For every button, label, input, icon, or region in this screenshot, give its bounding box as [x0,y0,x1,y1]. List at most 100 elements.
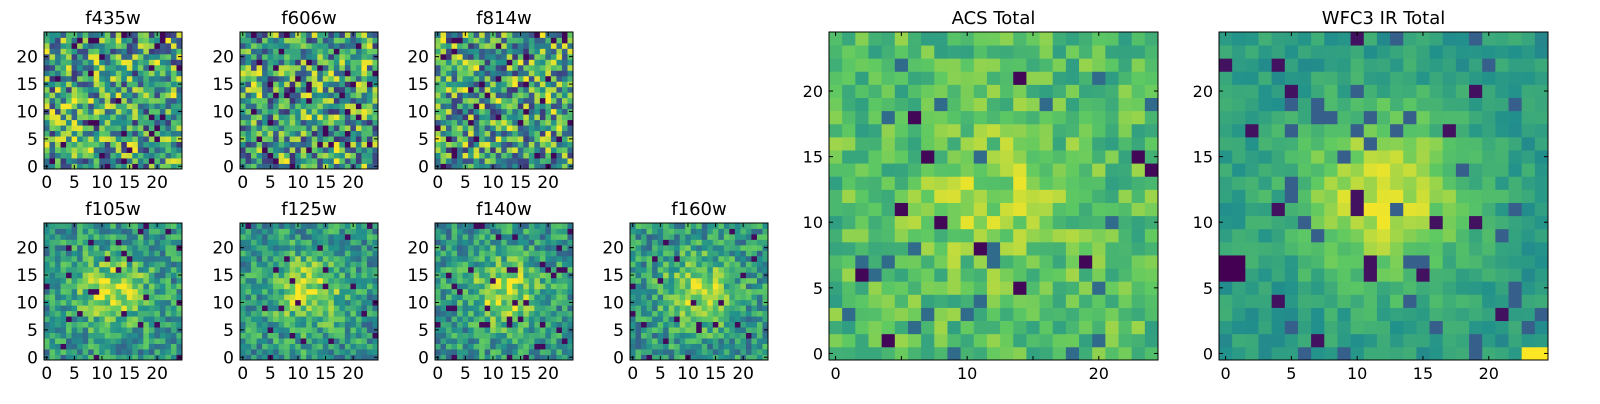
heatmap-cell [339,344,345,350]
panel-title: f125w [281,199,336,220]
heatmap-cell [77,250,83,256]
heatmap-cell [132,109,138,115]
heatmap-cell [713,289,719,295]
heatmap-cell [306,239,312,245]
heatmap-cell [934,189,948,203]
heatmap-cell [339,103,345,109]
heatmap-cell [356,131,362,137]
heatmap-cell [479,305,485,311]
heatmap-cell [529,300,535,306]
heatmap-cell [323,261,329,267]
heatmap-cell [361,65,367,71]
heatmap-cell [273,305,279,311]
heatmap-cell [268,283,274,289]
heatmap-cell [534,278,540,284]
heatmap-cell [457,98,463,104]
heatmap-cell [441,267,447,273]
heatmap-cell [77,333,83,339]
heatmap-cell [328,305,334,311]
heatmap-cell [474,278,480,284]
heatmap-cell [507,349,513,355]
heatmap-cell [474,76,480,82]
heatmap-cell [273,261,279,267]
heatmap-cell [523,48,529,54]
heatmap-cell [149,142,155,148]
heatmap-cell [718,239,724,245]
heatmap-cell [463,142,469,148]
heatmap-cell [947,321,961,335]
heatmap-cell [262,142,268,148]
heatmap-cell [474,311,480,317]
heatmap-cell [1132,281,1146,295]
heatmap-cell [105,278,111,284]
heatmap-cell [696,289,702,295]
heatmap-cell [1145,189,1159,203]
heatmap-cell [468,32,474,38]
heatmap-cell [127,147,133,153]
heatmap-cell [94,32,100,38]
heatmap-cell [334,261,340,267]
heatmap-cell [121,70,127,76]
heatmap-cell [273,333,279,339]
heatmap-cell [77,349,83,355]
heatmap-cell [116,131,122,137]
heatmap-cell [457,131,463,137]
heatmap-cell [551,245,557,251]
heatmap-cell [301,289,307,295]
heatmap-cell [240,316,246,322]
heatmap-cell [496,136,502,142]
heatmap-cell [290,158,296,164]
heatmap-cell [240,98,246,104]
heatmap-cell [551,48,557,54]
heatmap-cell [262,65,268,71]
heatmap-cell [50,43,56,49]
heatmap-cell [713,278,719,284]
heatmap-cell [55,125,61,131]
heatmap-cell [652,250,658,256]
heatmap-cell [501,261,507,267]
heatmap-cell [105,234,111,240]
heatmap-cell [702,223,708,229]
heatmap-cell [339,250,345,256]
heatmap-cell [138,32,144,38]
heatmap-cell [149,70,155,76]
heatmap-cell [696,250,702,256]
heatmap-cell [88,344,94,350]
heatmap-cell [663,289,669,295]
heatmap-cell [367,131,373,137]
heatmap-cell [110,239,116,245]
heatmap-cell [463,87,469,93]
heatmap-cell [127,294,133,300]
heatmap-cell [534,349,540,355]
heatmap-cell [361,114,367,120]
heatmap-cell [268,103,274,109]
x-tick-label: 5 [460,173,471,193]
heatmap-cell [367,245,373,251]
heatmap-cell [110,278,116,284]
heatmap-cell [306,327,312,333]
heatmap-cell [757,250,763,256]
heatmap-cell [1105,163,1119,177]
heatmap-cell [361,136,367,142]
heatmap-cell [132,142,138,148]
heatmap-cell [66,239,72,245]
heatmap-cell [165,338,171,344]
heatmap-cell [154,103,160,109]
heatmap-cell [66,114,72,120]
heatmap-cell [882,242,896,256]
heatmap-cell [110,333,116,339]
heatmap-cell [295,311,301,317]
heatmap-cell [171,32,177,38]
heatmap-cell [534,294,540,300]
heatmap-cell [301,32,307,38]
heatmap-cell [105,250,111,256]
heatmap-cell [658,250,664,256]
heatmap-cell [529,37,535,43]
heatmap-cell [50,272,56,278]
heatmap-cell [301,98,307,104]
heatmap-cell [556,59,562,65]
heatmap-cell [512,65,518,71]
heatmap-cell [99,131,105,137]
heatmap-cell [1053,163,1067,177]
